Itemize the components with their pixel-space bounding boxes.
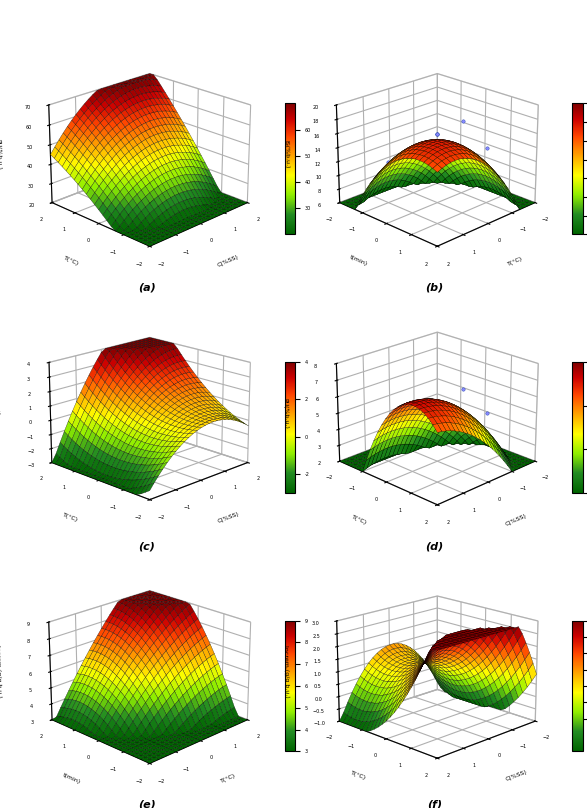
X-axis label: T(°C): T(°C) bbox=[220, 772, 237, 784]
X-axis label: T(°C): T(°C) bbox=[507, 255, 524, 267]
Y-axis label: T(°C): T(°C) bbox=[63, 255, 80, 267]
X-axis label: C(%SS): C(%SS) bbox=[217, 511, 240, 524]
Text: (d): (d) bbox=[425, 541, 444, 551]
X-axis label: C(%SS): C(%SS) bbox=[504, 513, 527, 527]
Text: (a): (a) bbox=[138, 283, 156, 292]
Text: (f): (f) bbox=[427, 800, 442, 808]
Y-axis label: T(°C): T(°C) bbox=[350, 771, 367, 781]
Text: (b): (b) bbox=[425, 283, 444, 292]
Y-axis label: T(°C): T(°C) bbox=[62, 512, 79, 522]
X-axis label: C(%SS): C(%SS) bbox=[217, 255, 239, 268]
Text: (c): (c) bbox=[139, 541, 155, 551]
Y-axis label: t(min): t(min) bbox=[349, 255, 369, 267]
Text: (e): (e) bbox=[138, 800, 156, 808]
Y-axis label: t(min): t(min) bbox=[62, 772, 81, 785]
Y-axis label: T(°C): T(°C) bbox=[350, 514, 367, 525]
X-axis label: C(%SS): C(%SS) bbox=[505, 769, 528, 782]
